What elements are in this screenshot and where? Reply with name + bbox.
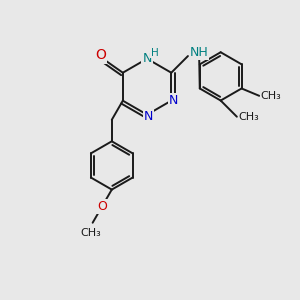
Text: N: N xyxy=(144,110,153,123)
Text: O: O xyxy=(95,48,106,62)
Text: NH: NH xyxy=(189,46,208,59)
Text: N: N xyxy=(169,94,178,107)
Text: CH₃: CH₃ xyxy=(81,228,102,238)
Text: N: N xyxy=(142,52,152,65)
Text: H: H xyxy=(151,48,158,58)
Text: CH₃: CH₃ xyxy=(238,112,259,122)
Text: O: O xyxy=(97,200,107,213)
Text: CH₃: CH₃ xyxy=(261,91,281,101)
